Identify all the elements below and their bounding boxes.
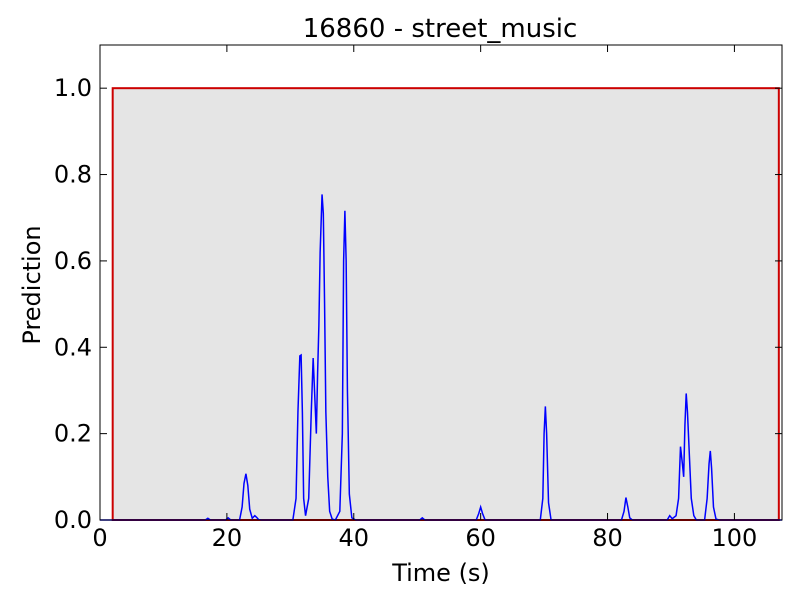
y-tick-label: 0.4 bbox=[54, 333, 92, 361]
x-tick-label: 40 bbox=[338, 524, 369, 552]
annotation-region bbox=[111, 87, 780, 521]
y-tick-label: 0.6 bbox=[54, 247, 92, 275]
x-tick-label: 60 bbox=[465, 524, 496, 552]
y-tick-label: 1.0 bbox=[54, 74, 92, 102]
axis-ticks: 0 20 40 60 80 100 0.0 0.2 0.4 0.6 0.8 1.0 bbox=[54, 45, 782, 552]
x-tick-label: 100 bbox=[712, 524, 758, 552]
y-axis-label: Prediction bbox=[18, 225, 46, 344]
y-tick-label: 0.8 bbox=[54, 161, 92, 189]
plot-frame bbox=[99, 44, 783, 521]
x-tick-label: 0 bbox=[92, 524, 107, 552]
chart-title: 16860 - street_music bbox=[303, 14, 578, 44]
x-axis-label: Time (s) bbox=[391, 559, 490, 587]
x-tick-label: 20 bbox=[212, 524, 243, 552]
x-tick-label: 80 bbox=[592, 524, 623, 552]
prediction-series-line bbox=[100, 194, 782, 521]
y-tick-label: 0.0 bbox=[54, 506, 92, 534]
y-tick-label: 0.2 bbox=[54, 420, 92, 448]
